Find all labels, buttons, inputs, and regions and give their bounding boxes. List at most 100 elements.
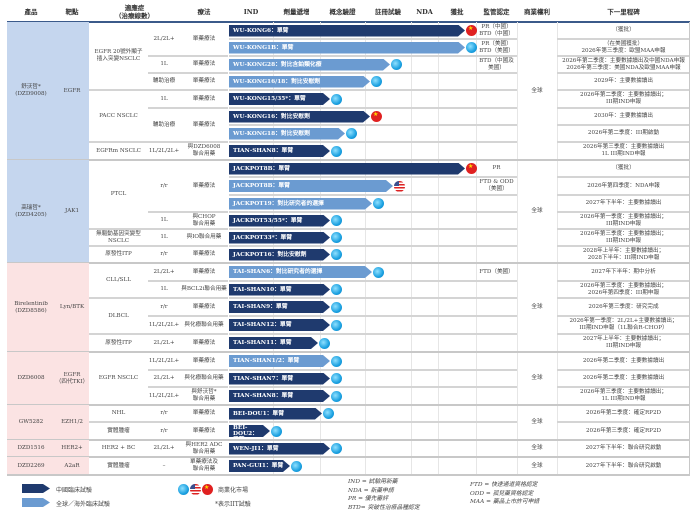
- trial-bar[interactable]: TAI-SHAN12：單臂: [229, 319, 330, 331]
- therapy-cell: 與HER2 ADC 聯合用藥: [185, 441, 223, 455]
- indication-cell: PACC NSCLC: [99, 112, 138, 119]
- trial-bar[interactable]: JACKPOT19：對比研究者的選擇: [229, 198, 372, 210]
- group-divider: [7, 262, 690, 264]
- row-divider: [229, 211, 517, 213]
- row-divider: [557, 333, 690, 335]
- trial-bar[interactable]: WU-KONG28：對比含鉑類化療: [229, 59, 390, 71]
- grid-line: [476, 22, 477, 475]
- group-divider: [7, 474, 690, 476]
- row-divider: [557, 176, 690, 178]
- row-divider: [180, 386, 228, 388]
- next-milestone: 2026年第二季度：主要數據讀出及中國NDA申報 2026年第三季度：美國NDA…: [562, 57, 685, 71]
- row-divider: [148, 280, 180, 282]
- milestone-border: [689, 22, 690, 475]
- row-divider: [557, 107, 690, 109]
- grid-line: [557, 22, 558, 475]
- row-divider: [229, 386, 517, 388]
- trial-bar[interactable]: BEI-DOU2： 單臂: [229, 425, 270, 437]
- row-divider: [180, 107, 228, 109]
- trial-bar[interactable]: WU-KONG18：對比安慰劑: [229, 128, 345, 140]
- trial-bar[interactable]: BEI-DOU1：單臂: [229, 408, 322, 420]
- regulatory-designation: FTD & ODD （美國）: [479, 179, 514, 192]
- trial-bar[interactable]: JACKPOT8B：單臂: [229, 180, 393, 192]
- trial-bar[interactable]: TIAN-SHAN8：單臂: [229, 145, 330, 157]
- trial-bar[interactable]: WU-KONG15/35*：單臂: [229, 93, 330, 105]
- next-milestone: 2026年第二季度：主要數據讀出； III期IND申報: [580, 92, 667, 105]
- trial-bar[interactable]: JACKPOT53/55*：單臂: [229, 215, 330, 227]
- next-milestone: 2026年第二季度：確定RP2D: [585, 410, 661, 416]
- group-divider: [7, 159, 690, 161]
- target-name: HER2+: [61, 445, 83, 451]
- next-milestone: 2026年第二季度：主要數據讀出: [582, 375, 665, 381]
- indication-cell: EGFR NSCLC: [98, 375, 139, 381]
- trial-bar[interactable]: WU-KONG1B：單臂: [229, 42, 465, 54]
- row-divider: [89, 333, 148, 335]
- row-divider: [557, 228, 690, 230]
- line-cell: 1L/2L/2L+: [148, 357, 180, 364]
- row-divider: [148, 211, 180, 213]
- trial-bar[interactable]: JACKPOT33*：單臂: [229, 232, 330, 244]
- trial-bar[interactable]: TAI-SHAN10：單臂: [229, 284, 330, 296]
- row-divider: [557, 141, 690, 143]
- trial-bar[interactable]: JACKPOT16：對比安慰劑: [229, 249, 330, 261]
- trial-bar[interactable]: WEN-JI1：單臂: [229, 443, 330, 455]
- row-divider: [557, 194, 690, 196]
- therapy-cell: 與DZD6008 聯合用藥: [187, 144, 221, 157]
- next-milestone: 2027年下半年：聯合研究啟動: [585, 462, 662, 469]
- grid-line: [517, 22, 518, 475]
- therapy-cell: 單藥療法: [192, 78, 216, 84]
- row-divider: [148, 228, 180, 230]
- line-cell: r/r: [160, 251, 168, 257]
- therapy-cell: 單藥療法: [192, 339, 216, 346]
- product-name: 高瑞哲* (DZD4205): [15, 204, 47, 218]
- therapy-cell: 與IO聯合用藥: [186, 234, 222, 240]
- global-icon: [466, 42, 477, 53]
- line-cell: 2L/2L+: [153, 268, 175, 275]
- row-divider: [557, 38, 690, 40]
- trial-bar[interactable]: WU-KONG6：單臂: [229, 25, 465, 37]
- global-icon: [331, 232, 342, 243]
- next-milestone: 2026年第三季度：確定RP2D: [585, 427, 661, 434]
- global-icon: [271, 425, 282, 437]
- global-icon: [178, 484, 189, 495]
- row-divider: [557, 89, 690, 91]
- trial-bar[interactable]: PAN-GUI1：單臂: [229, 460, 290, 472]
- row-divider: [180, 89, 228, 91]
- next-milestone: 2027年下半年：期中分析: [591, 268, 656, 275]
- trial-bar[interactable]: TAI-SHAN6：對比研究者的選擇: [229, 266, 372, 278]
- row-divider: [148, 89, 180, 91]
- row-divider: [557, 386, 690, 388]
- indication-cell: 實體腫瘤: [107, 462, 130, 469]
- indication-cell: 無驅動基因突變型 NSCLC: [96, 230, 141, 244]
- row-divider: [229, 228, 517, 230]
- product-name: DZD2269: [17, 462, 45, 469]
- therapy-cell: 與化療聯合用藥: [184, 321, 224, 328]
- row-divider: [557, 55, 690, 57]
- trial-bar[interactable]: TIAN-SHAN8：單臂: [229, 390, 330, 402]
- next-milestone: 2030年：主要數據讀出: [594, 113, 653, 119]
- trial-bar[interactable]: TIAN-SHAN7：單臂: [229, 373, 330, 385]
- global-icon: [331, 284, 342, 295]
- trial-bar[interactable]: JACKPOT8B：單臂: [229, 163, 465, 175]
- regulatory-designation: [476, 229, 517, 246]
- row-divider: [229, 89, 517, 91]
- row-divider: [229, 141, 517, 143]
- commercial-rights: 全球: [531, 462, 543, 469]
- line-cell: 1L/2L/2L+: [148, 321, 180, 328]
- therapy-cell: 單藥療法: [192, 410, 216, 416]
- trial-bar[interactable]: WU-KONG16/18：對比安慰劑: [229, 76, 370, 88]
- target-name: JAK1: [64, 208, 80, 214]
- therapy-cell: 單藥療法: [192, 268, 216, 275]
- trial-bar[interactable]: TAI-SHAN11：單臂: [229, 337, 318, 349]
- next-milestone: 2026年第二季度：III期啟動: [587, 130, 660, 136]
- trial-bar[interactable]: TAI-SHAN9：單臂: [229, 301, 330, 313]
- header-approved: 獲批: [450, 8, 464, 16]
- product-name: Birelentinib (DZD8586): [14, 300, 48, 314]
- line-cell: 1L: [160, 286, 168, 292]
- trial-bar[interactable]: TIAN-SHAN1/2：單臂: [229, 355, 330, 367]
- regulatory-designation: [476, 370, 517, 387]
- trial-bar[interactable]: WU-KONG16：對比安慰劑: [229, 111, 370, 123]
- therapy-cell: 單藥療法: [192, 303, 216, 310]
- indication-cell: HER2 + BC: [101, 445, 136, 451]
- global-icon: [331, 215, 342, 226]
